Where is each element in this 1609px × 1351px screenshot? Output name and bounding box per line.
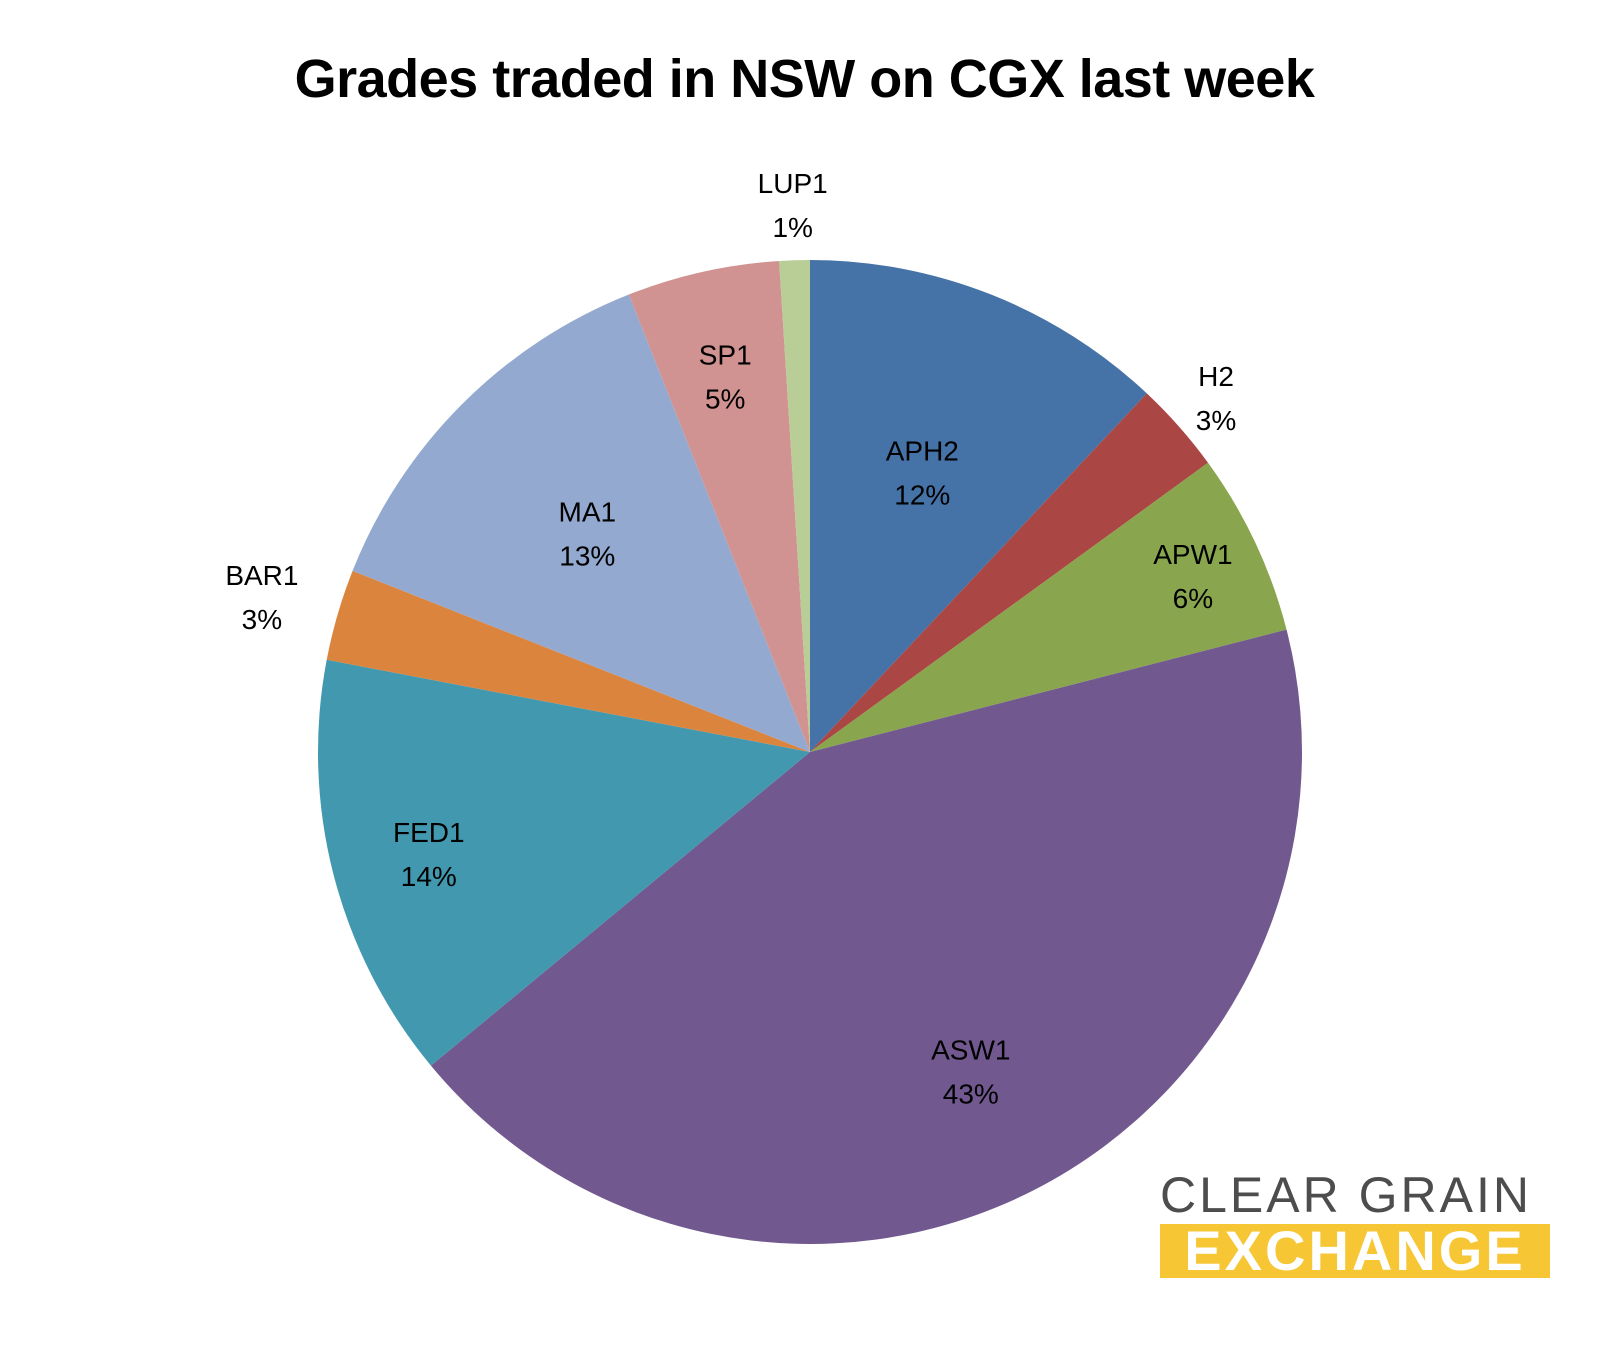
slice-labels: APH2 12% H2 3% APW1 6% ASW1 43% FED1 14% BAR1 3% MA1…	[225, 168, 1236, 1109]
slice-label-aph2: APH2	[886, 435, 959, 466]
slice-label-lup1: LUP1	[758, 168, 828, 199]
slice-label-fed1: FED1	[393, 817, 465, 848]
slice-value-ma1: 13%	[559, 540, 615, 571]
pie-slice-sp1	[628, 260, 810, 752]
slice-value-h2: 3%	[1196, 405, 1236, 436]
pie-slice-lup1	[779, 260, 810, 752]
slice-value-bar1: 3%	[242, 604, 282, 635]
clear-grain-exchange-logo: CLEAR GRAIN EXCHANGE	[1160, 1170, 1550, 1278]
slice-label-asw1: ASW1	[931, 1035, 1010, 1066]
pie-slice-h2	[810, 393, 1209, 752]
slice-value-fed1: 14%	[401, 861, 457, 892]
pie-slice-bar1	[326, 570, 810, 752]
logo-line-exchange: EXCHANGE	[1160, 1224, 1550, 1278]
pie-slice-fed1	[317, 659, 810, 1066]
slice-value-apw1: 6%	[1173, 583, 1213, 614]
slice-label-bar1: BAR1	[225, 560, 298, 591]
slice-value-aph2: 12%	[894, 479, 950, 510]
slice-value-sp1: 5%	[705, 384, 745, 415]
pie-slice-aph2	[810, 260, 1147, 752]
chart-title: Grades traded in NSW on CGX last week	[294, 49, 1315, 109]
pie-slice-asw1	[430, 629, 1302, 1244]
slice-label-apw1: APW1	[1153, 539, 1232, 570]
slice-label-sp1: SP1	[699, 340, 752, 371]
slice-label-ma1: MA1	[559, 496, 617, 527]
pie-slice-ma1	[352, 294, 810, 752]
slice-value-lup1: 1%	[772, 212, 812, 243]
logo-line-clear-grain: CLEAR GRAIN	[1160, 1167, 1532, 1223]
pie-slices	[317, 260, 1302, 1244]
pie-slice-apw1	[810, 462, 1287, 752]
slice-value-asw1: 43%	[943, 1079, 999, 1110]
slice-label-h2: H2	[1198, 361, 1234, 392]
